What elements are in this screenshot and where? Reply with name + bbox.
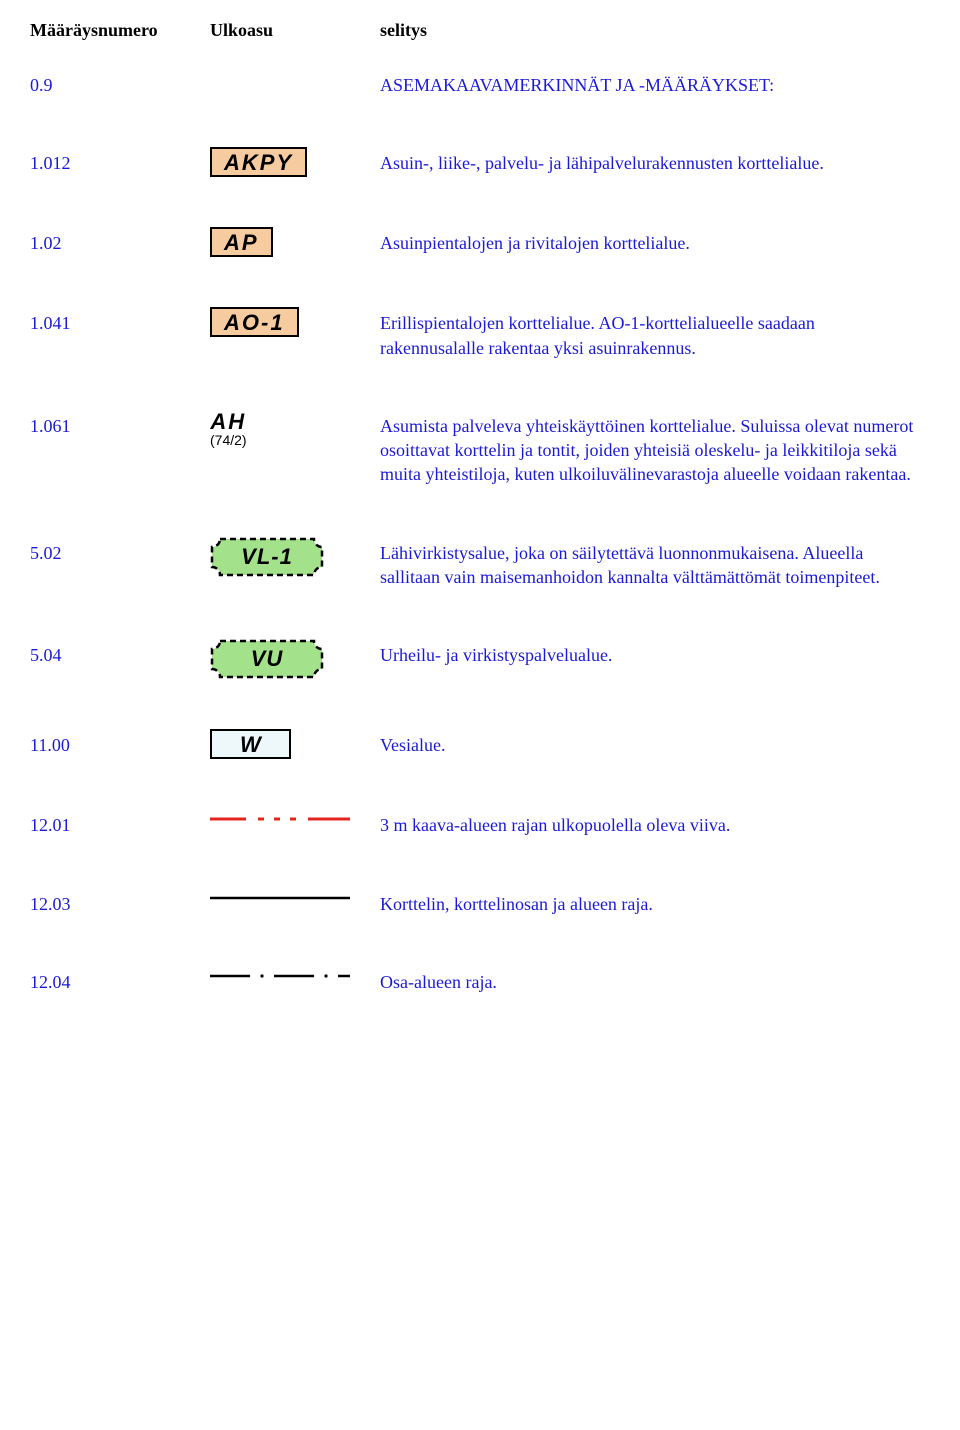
row-number: 12.04 (30, 966, 210, 993)
row-description: Erillispientalojen korttelialue. AO-1-ko… (380, 307, 930, 360)
ah-icon: AH(74/2) (210, 410, 247, 448)
legend-row: 12.01 3 m kaava-alueen rajan ulkopuolell… (30, 809, 930, 837)
row-number: 0.9 (30, 69, 210, 96)
row-symbol: VL-1 (210, 537, 380, 577)
zone-box-icon: AP (210, 227, 273, 257)
table-header: Määräysnumero Ulkoasu selitys (30, 20, 930, 41)
row-description: Osa-alueen raja. (380, 966, 930, 994)
row-number: 1.02 (30, 227, 210, 254)
zone-box-icon: AO-1 (210, 307, 299, 337)
row-description: Lähivirkistysalue, joka on säilytettävä … (380, 537, 930, 590)
zone-box-icon: AKPY (210, 147, 307, 177)
legend-row: 1.041AO-1 Erillispientalojen korttelialue… (30, 307, 930, 360)
row-number: 1.041 (30, 307, 210, 334)
row-description: Asuinpientalojen ja rivitalojen kortteli… (380, 227, 930, 255)
row-description: Urheilu- ja virkistyspalvelualue. (380, 639, 930, 667)
row-number: 5.04 (30, 639, 210, 666)
row-symbol: AKPY (210, 147, 380, 177)
legend-row: 5.04 VU Urheilu- ja virkistyspalvelualue. (30, 639, 930, 679)
header-sym: Ulkoasu (210, 20, 380, 41)
green-stamp-icon: VU (210, 639, 324, 679)
row-symbol (210, 809, 380, 829)
legend-row: 1.012AKPY Asuin-, liike-, palvelu- ja läh… (30, 147, 930, 177)
legend-row: 12.03 Korttelin, korttelinosan ja alueen … (30, 888, 930, 916)
legend-row: 1.061AH(74/2) Asumista palveleva yhteiskä… (30, 410, 930, 487)
line-black-dashdot-icon (210, 966, 350, 986)
row-description: Asumista palveleva yhteiskäyttöinen kort… (380, 410, 930, 487)
water-box-icon: W (210, 729, 291, 759)
row-number: 5.02 (30, 537, 210, 564)
line-black-solid-icon (210, 888, 350, 908)
header-desc: selitys (380, 20, 427, 41)
green-label: VL-1 (241, 544, 293, 570)
row-number: 11.00 (30, 729, 210, 756)
row-symbol: AO-1 (210, 307, 380, 337)
header-num: Määräysnumero (30, 20, 210, 41)
row-symbol: VU (210, 639, 380, 679)
legend-row: 5.02 VL-1 Lähivirkistysalue, joka on säil… (30, 537, 930, 590)
row-description: Korttelin, korttelinosan ja alueen raja. (380, 888, 930, 916)
row-description: Vesialue. (380, 729, 930, 757)
row-description: ASEMAKAAVAMERKINNÄT JA -MÄÄRÄYKSET: (380, 69, 930, 97)
row-symbol: AP (210, 227, 380, 257)
legend-row: 1.02AP Asuinpientalojen ja rivitalojen ko… (30, 227, 930, 257)
line-red-dashdot-icon (210, 809, 350, 829)
legend-row: 0.9 ASEMAKAAVAMERKINNÄT JA -MÄÄRÄYKSET: (30, 69, 930, 97)
row-symbol (210, 966, 380, 986)
row-symbol: AH(74/2) (210, 410, 380, 448)
legend-row: 11.00W Vesialue. (30, 729, 930, 759)
row-description: Asuin-, liike-, palvelu- ja lähipalvelur… (380, 147, 930, 175)
ah-sub: (74/2) (210, 433, 247, 448)
row-description: 3 m kaava-alueen rajan ulkopuolella olev… (380, 809, 930, 837)
green-stamp-icon: VL-1 (210, 537, 324, 577)
legend-row: 12.04 Osa-alueen raja. (30, 966, 930, 994)
ah-label: AH (210, 410, 247, 433)
row-number: 12.03 (30, 888, 210, 915)
row-symbol (210, 888, 380, 908)
row-symbol: W (210, 729, 380, 759)
green-label: VU (251, 646, 284, 672)
row-number: 1.061 (30, 410, 210, 437)
row-number: 1.012 (30, 147, 210, 174)
row-number: 12.01 (30, 809, 210, 836)
